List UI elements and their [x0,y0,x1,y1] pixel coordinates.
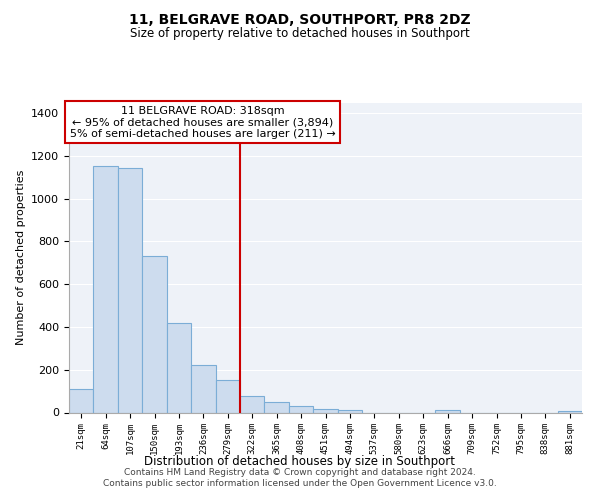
Bar [69,389,94,412]
Text: 11, BELGRAVE ROAD, SOUTHPORT, PR8 2DZ: 11, BELGRAVE ROAD, SOUTHPORT, PR8 2DZ [129,12,471,26]
Bar [265,402,289,412]
Text: Size of property relative to detached houses in Southport: Size of property relative to detached ho… [130,28,470,40]
Text: Distribution of detached houses by size in Southport: Distribution of detached houses by size … [145,455,455,468]
Text: 11 BELGRAVE ROAD: 318sqm
← 95% of detached houses are smaller (3,894)
5% of semi: 11 BELGRAVE ROAD: 318sqm ← 95% of detach… [70,106,335,139]
Text: Contains HM Land Registry data © Crown copyright and database right 2024.
Contai: Contains HM Land Registry data © Crown c… [103,468,497,487]
Bar [436,410,460,412]
Bar [167,322,191,412]
Bar [215,380,240,412]
Y-axis label: Number of detached properties: Number of detached properties [16,170,26,345]
Bar [94,166,118,412]
Bar [313,410,338,412]
Bar [338,410,362,412]
Bar [240,396,265,412]
Bar [142,256,167,412]
Bar [118,168,142,412]
Bar [289,406,313,412]
Bar [191,366,215,412]
